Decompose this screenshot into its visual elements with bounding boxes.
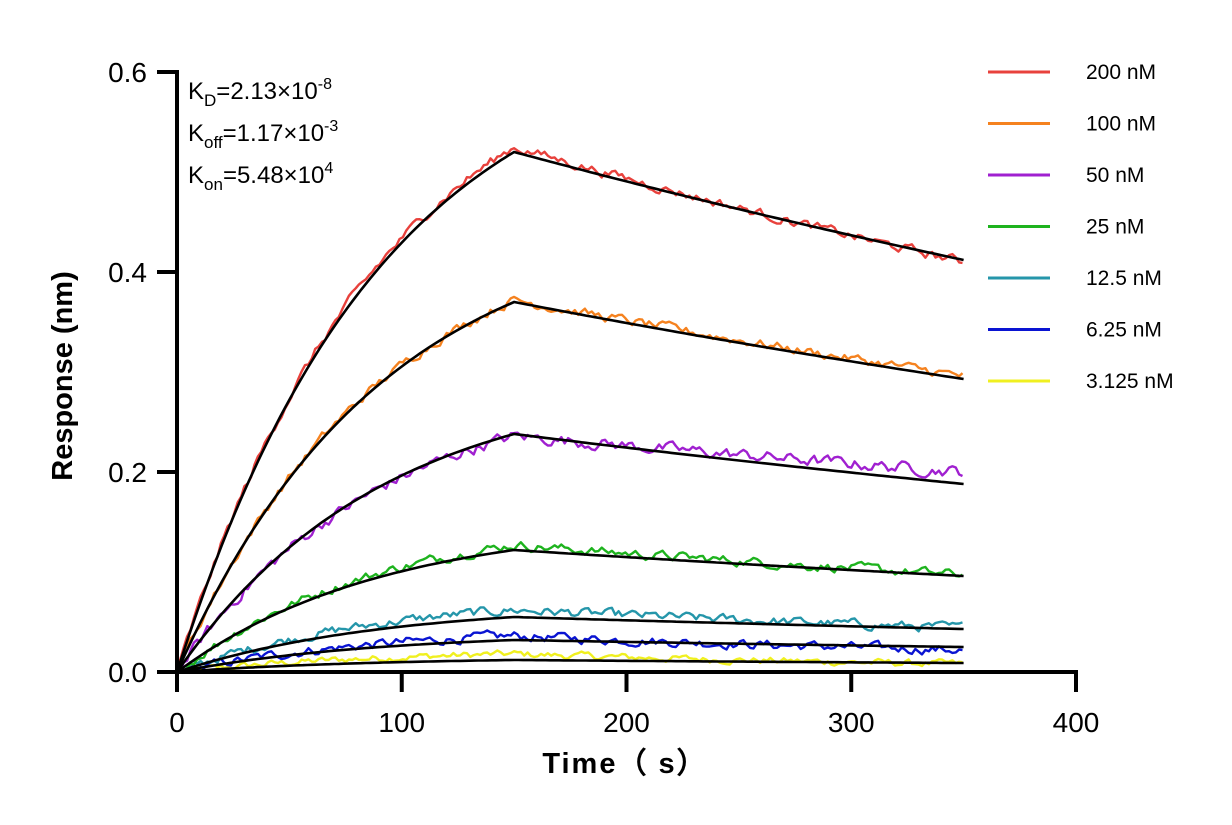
x-tick-label: 0 — [169, 707, 185, 738]
data-series-line — [175, 146, 963, 673]
fit-curve-line — [176, 658, 964, 674]
koff-base: K — [188, 120, 204, 147]
y-tick-label: 0.2 — [108, 457, 147, 488]
legend-item: 3.125 nM — [988, 370, 1174, 393]
legend-item: 25 nM — [988, 216, 1144, 239]
x-ticks: 0 100 200 300 400 — [169, 672, 1099, 738]
legend-label: 25 nM — [1086, 216, 1144, 239]
legend-label: 6.25 nM — [1086, 319, 1162, 342]
koff-sub: off — [204, 133, 223, 152]
x-tick-label: 300 — [828, 707, 875, 738]
kd-base: K — [188, 78, 204, 105]
fit-curve-line — [176, 615, 964, 674]
data-series-line — [175, 295, 964, 673]
kd-sub: D — [204, 91, 216, 110]
kinetic-kd: KD=2.13×10-8 — [188, 76, 332, 110]
x-tick-label: 200 — [603, 707, 650, 738]
legend-label: 3.125 nM — [1086, 370, 1174, 393]
y-axis-title: Response (nm) — [47, 271, 79, 480]
legend-item: 6.25 nM — [988, 319, 1162, 342]
y-tick-label: 0.4 — [108, 257, 147, 288]
y-tick-label: 0.6 — [108, 57, 147, 88]
data-series-line — [176, 649, 963, 674]
kon-eq: =5.48×10 — [223, 162, 324, 189]
kinetic-kon: Kon=5.48×104 — [188, 160, 333, 194]
fit-curve-line — [175, 150, 964, 673]
data-series-line — [176, 431, 964, 674]
legend-item: 50 nM — [988, 164, 1144, 187]
kd-eq: =2.13×10 — [216, 78, 317, 105]
y-ticks: 0.0 0.2 0.4 0.6 — [108, 57, 177, 688]
koff-eq: =1.17×10 — [223, 120, 324, 147]
legend-label: 200 nM — [1086, 61, 1156, 84]
plot-lines — [175, 146, 964, 674]
kinetic-koff: Koff=1.17×10-3 — [188, 118, 338, 152]
legend-label: 50 nM — [1086, 164, 1144, 187]
kon-sup: 4 — [324, 160, 333, 177]
fit-curve-line — [176, 638, 964, 674]
x-tick-label: 100 — [378, 707, 425, 738]
legend-item: 200 nM — [988, 61, 1156, 84]
y-tick-label: 0.0 — [108, 657, 147, 688]
kd-sup: -8 — [318, 76, 332, 93]
x-tick-label: 400 — [1053, 707, 1100, 738]
legend-label: 100 nM — [1086, 113, 1156, 136]
kon-base: K — [188, 162, 204, 189]
kon-sub: on — [204, 175, 223, 194]
legend-item: 100 nM — [988, 113, 1156, 136]
data-series-line — [177, 541, 964, 674]
fit-curve-line — [175, 300, 964, 673]
legend-item: 12.5 nM — [988, 267, 1162, 290]
legend: 200 nM 100 nM 50 nM 25 nM 12.5 nM 6.25 nM 3.12… — [988, 61, 1174, 393]
fit-curve-line — [176, 548, 964, 674]
x-axis-title: Time（ s） — [542, 747, 707, 780]
data-series-line — [176, 629, 963, 674]
koff-sup: -3 — [324, 118, 338, 135]
fit-curve-line — [175, 432, 964, 673]
kinetics-annotation: KD=2.13×10-8 Koff=1.17×10-3 Kon=5.48×104 — [188, 76, 338, 194]
legend-label: 12.5 nM — [1086, 267, 1162, 290]
